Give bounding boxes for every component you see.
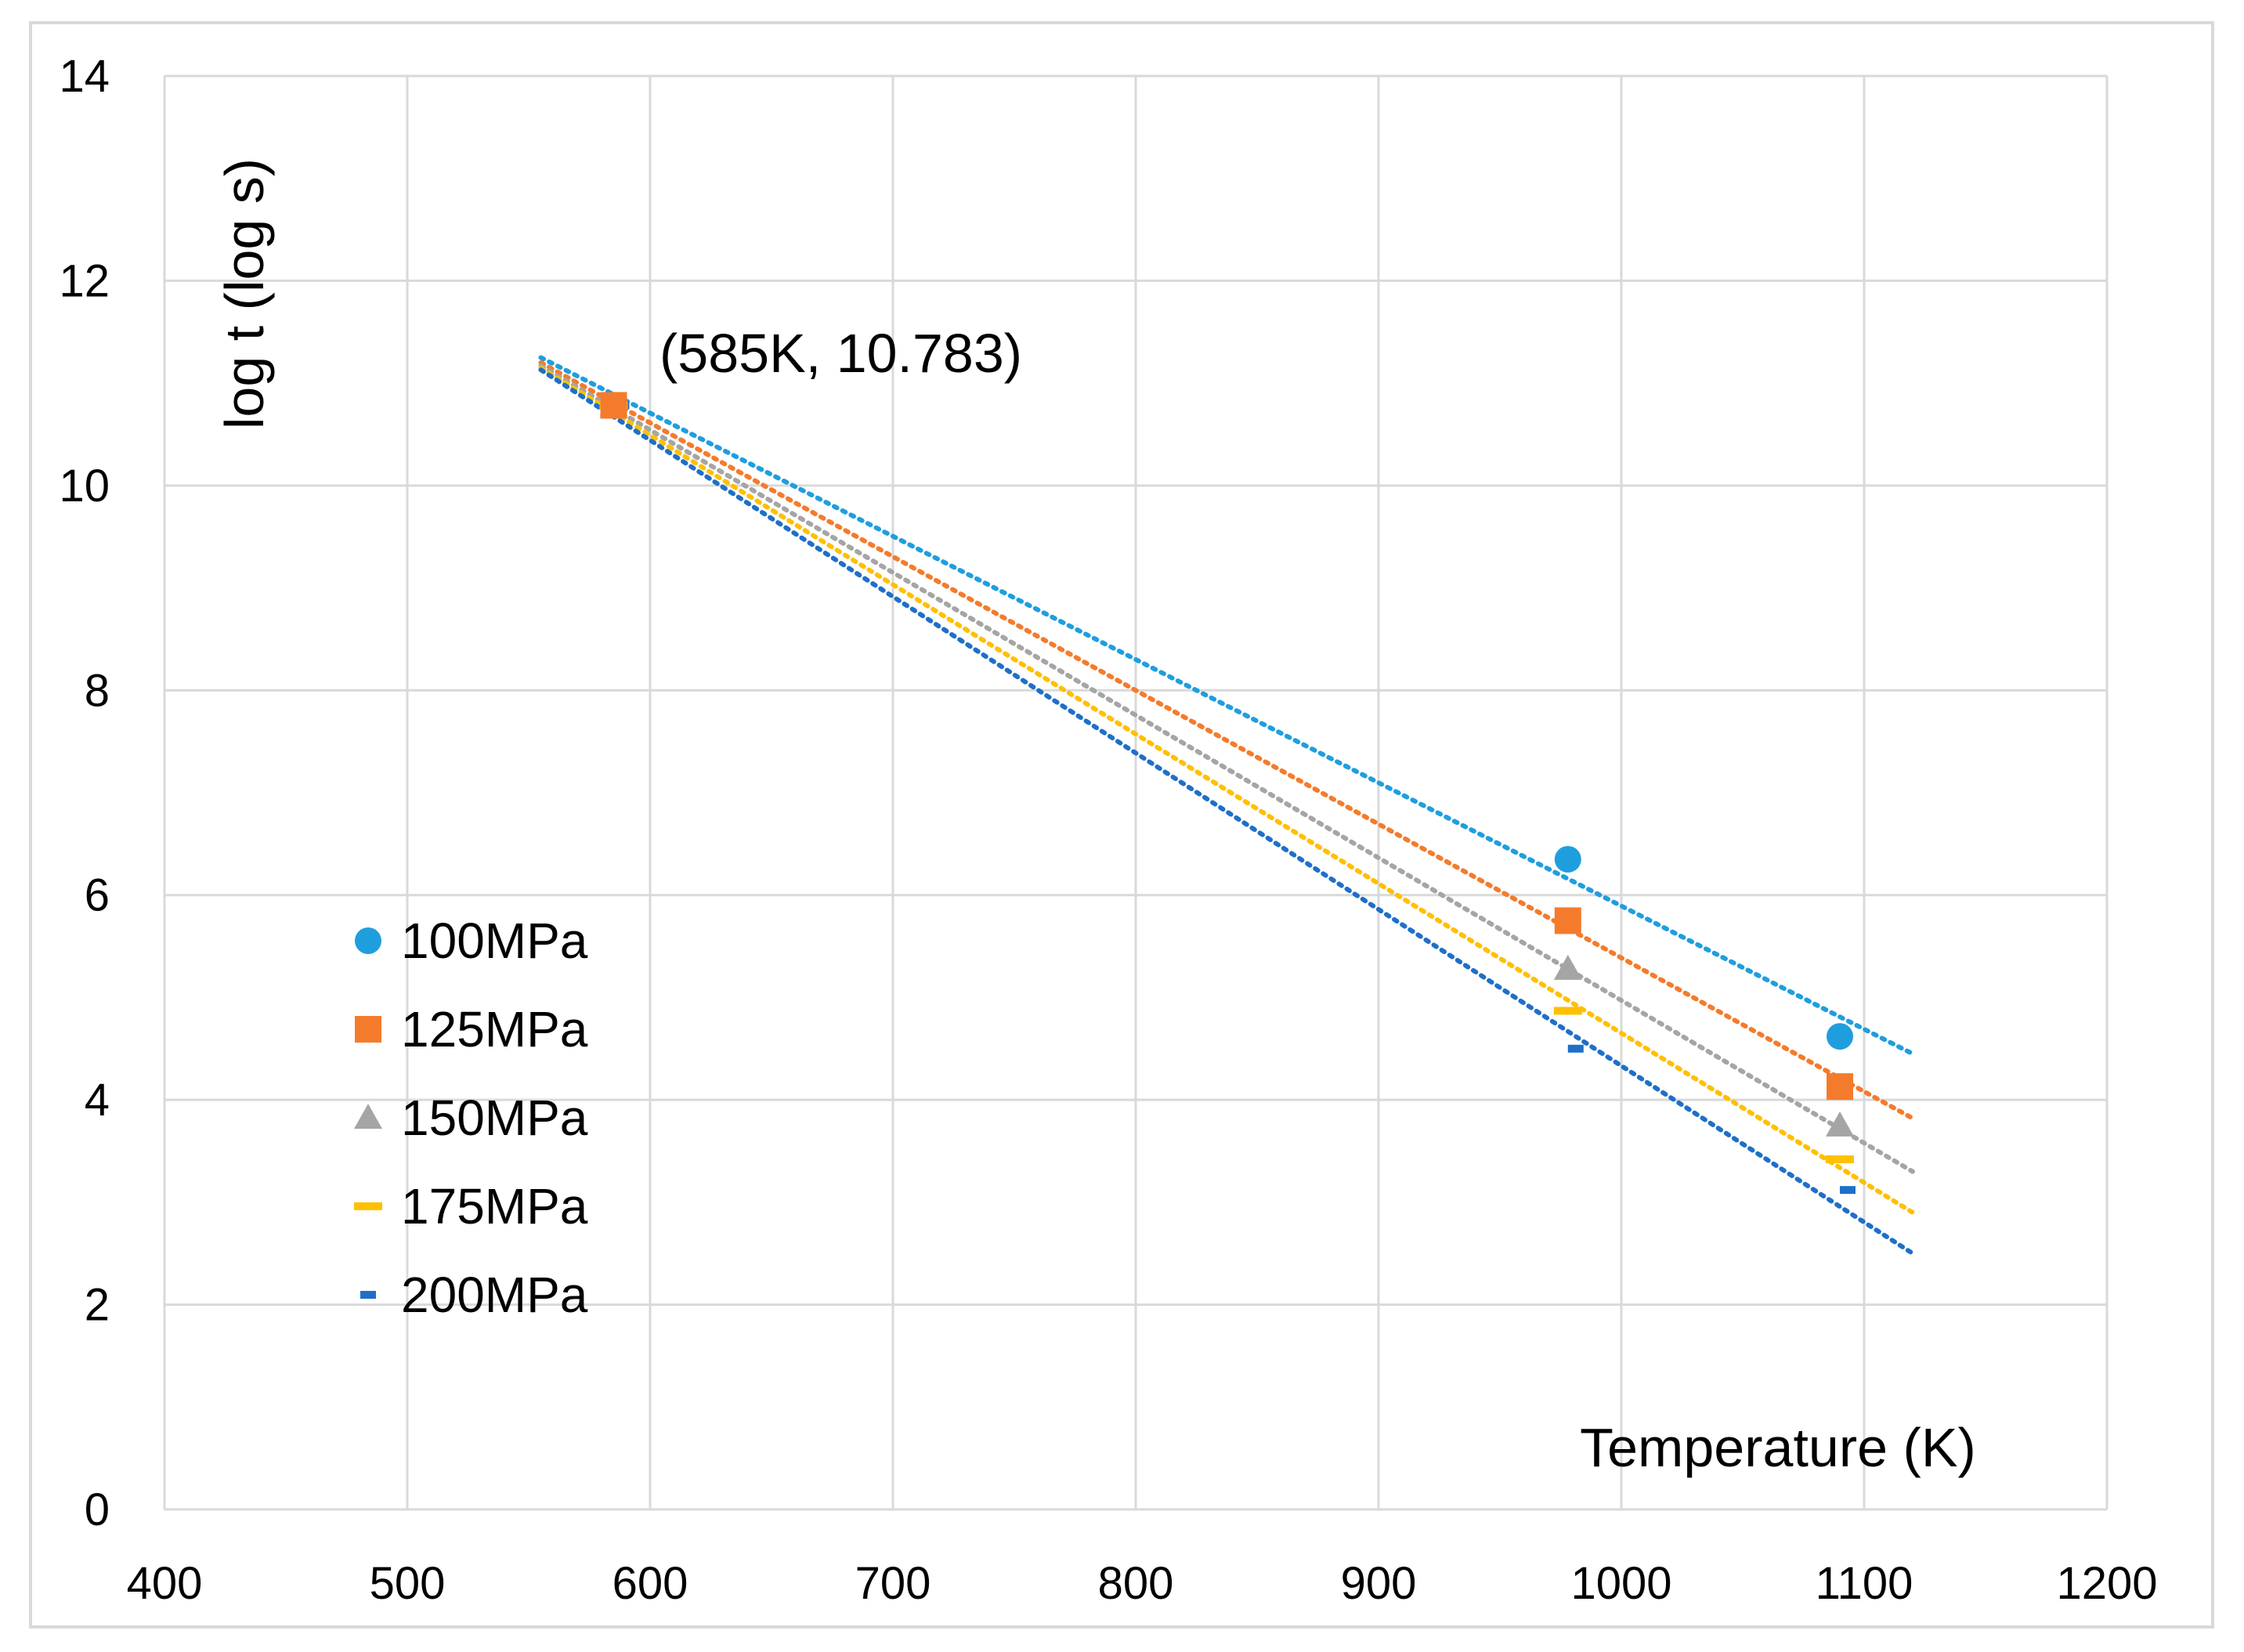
y-tick-label: 0 xyxy=(85,1484,110,1535)
trendline-150MPa xyxy=(538,363,1915,1174)
legend-label-125MPa: 125MPa xyxy=(401,1001,588,1057)
trendline-175MPa xyxy=(538,365,1915,1215)
point-175MPa xyxy=(1553,1007,1582,1015)
y-axis-label: log t (log s) xyxy=(214,158,275,429)
legend-label-175MPa: 175MPa xyxy=(401,1178,588,1234)
point-annotation: (585K, 10.783) xyxy=(659,323,1022,384)
chart-frame xyxy=(29,21,2214,1629)
tick-labels: 400 500 600 700 800 900 1000 1100 1200 0 2 4 6 8 10 12 1… xyxy=(59,51,2157,1609)
point-150MPa xyxy=(1826,1111,1854,1137)
legend-marker-100MPa xyxy=(355,927,381,954)
x-tick-label: 1100 xyxy=(1816,1558,1913,1609)
y-tick-label: 8 xyxy=(85,665,110,716)
legend-marker-150MPa xyxy=(354,1104,382,1129)
legend: 100MPa 125MPa 150MPa 175MPa 200MPa xyxy=(354,913,588,1323)
x-tick-label: 700 xyxy=(855,1558,931,1609)
point-200MPa xyxy=(1567,1044,1584,1053)
y-tick-label: 2 xyxy=(85,1280,110,1331)
x-tick-label: 400 xyxy=(127,1558,203,1609)
x-tick-label: 800 xyxy=(1098,1558,1174,1609)
point-125MPa xyxy=(1554,907,1581,934)
point-125MPa xyxy=(1827,1073,1853,1101)
y-tick-label: 12 xyxy=(59,255,110,306)
x-tick-label: 900 xyxy=(1341,1558,1417,1609)
legend-label-200MPa: 200MPa xyxy=(401,1267,588,1323)
point-100MPa xyxy=(1554,845,1581,873)
y-tick-label: 4 xyxy=(85,1075,110,1126)
trendline-200MPa xyxy=(538,367,1915,1256)
point-125MPa xyxy=(600,392,627,419)
point-175MPa xyxy=(1826,1155,1854,1163)
x-tick-label: 1200 xyxy=(2056,1558,2157,1609)
y-tick-label: 14 xyxy=(59,51,110,102)
point-150MPa xyxy=(1553,954,1582,980)
point-200MPa xyxy=(1840,1186,1856,1195)
x-tick-label: 1000 xyxy=(1570,1558,1671,1609)
legend-marker-175MPa xyxy=(354,1202,382,1210)
grid xyxy=(163,74,2108,1511)
legend-marker-125MPa xyxy=(355,1016,381,1043)
trendline-125MPa xyxy=(538,360,1915,1121)
x-tick-label: 600 xyxy=(612,1558,688,1609)
trendlines xyxy=(538,355,1915,1256)
y-tick-label: 6 xyxy=(85,870,110,921)
legend-label-150MPa: 150MPa xyxy=(401,1090,588,1146)
trendline-100MPa xyxy=(538,355,1915,1057)
point-100MPa xyxy=(1827,1023,1853,1050)
x-tick-label: 500 xyxy=(370,1558,446,1609)
data-points xyxy=(599,391,1856,1195)
x-axis-label: Temperature (K) xyxy=(1580,1417,1976,1478)
legend-marker-200MPa xyxy=(360,1291,376,1299)
y-tick-label: 10 xyxy=(59,461,110,512)
legend-label-100MPa: 100MPa xyxy=(401,913,588,969)
